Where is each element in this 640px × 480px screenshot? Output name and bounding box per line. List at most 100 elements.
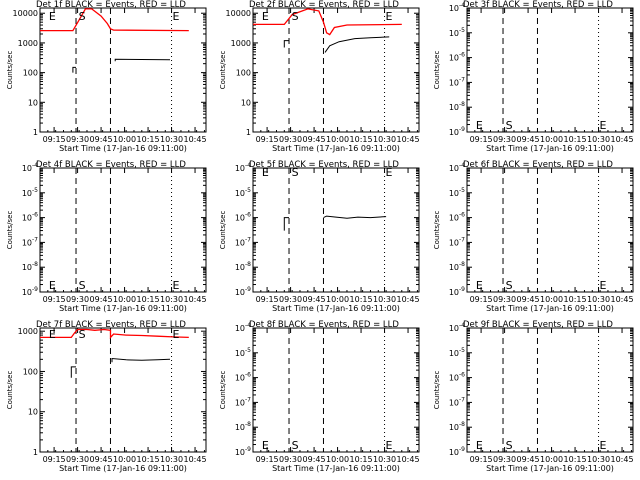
time-marker-label: E — [476, 279, 483, 292]
time-marker-label: E — [600, 439, 607, 452]
y-tick-label: 10000 — [13, 9, 38, 18]
y-tick-label: 10-9 — [449, 446, 465, 457]
y-axis-label: Counts/sec — [219, 51, 227, 90]
plot-frame — [466, 327, 634, 453]
detector-panel-9: Det 9f BLACK = Events, RED = LLD 10-9 10-8… — [433, 320, 634, 473]
x-tick-label: 10:00 — [113, 295, 136, 304]
x-tick-label: 10:00 — [540, 295, 563, 304]
y-tick-label: 10 — [28, 98, 38, 107]
y-tick-label: 10-4 — [449, 162, 465, 173]
plot-frame — [252, 327, 420, 453]
plot-frame — [39, 167, 207, 293]
x-tick-label: 10:00 — [326, 135, 349, 144]
x-tick-label: 09:15 — [43, 455, 66, 464]
y-axis-label: Counts/sec — [6, 51, 14, 90]
time-marker-label: E — [173, 328, 180, 341]
y-tick-label: 10-9 — [235, 446, 251, 457]
x-tick-label: 10:45 — [184, 135, 207, 144]
x-tick-label: 09:30 — [279, 455, 302, 464]
y-tick-label: 10-4 — [22, 162, 38, 173]
detector-panel-3: Det 3f BLACK = Events, RED = LLD 10-9 10-8… — [433, 0, 634, 153]
x-tick-label: 10:15 — [137, 295, 160, 304]
y-tick-label: 10-4 — [449, 322, 465, 333]
x-tick-label: 10:15 — [350, 295, 373, 304]
y-tick-label: 10-6 — [449, 212, 465, 223]
y-tick-label: 10-4 — [235, 162, 251, 173]
x-axis-label: Start Time (17-Jan-16 09:11:00) — [272, 304, 400, 313]
detector-panel-6: Det 6f BLACK = Events, RED = LLD 10-9 10-8… — [433, 160, 634, 313]
series-line-events — [324, 36, 390, 53]
chart-title: Det 1f BLACK = Events, RED = LLD — [36, 0, 186, 10]
x-tick-label: 10:45 — [611, 295, 634, 304]
plot-frame — [466, 167, 634, 293]
plot-frame — [252, 7, 420, 133]
time-marker-label: E — [173, 279, 180, 292]
x-tick-label: 09:15 — [470, 455, 493, 464]
series-line-events — [283, 40, 289, 48]
x-axis-label: Start Time (17-Jan-16 09:11:00) — [59, 304, 187, 313]
series-line-lld — [40, 8, 189, 32]
x-axis-label: Start Time (17-Jan-16 09:11:00) — [272, 464, 400, 473]
x-tick-label: 10:15 — [137, 135, 160, 144]
x-tick-label: 09:15 — [43, 135, 66, 144]
x-tick-label: 10:30 — [587, 455, 610, 464]
chart-title: Det 3f BLACK = Events, RED = LLD — [463, 0, 613, 10]
x-tick-label: 10:15 — [564, 295, 587, 304]
time-marker-label: E — [386, 10, 393, 23]
x-tick-label: 10:30 — [587, 135, 610, 144]
chart-title: Det 7f BLACK = Events, RED = LLD — [36, 320, 186, 330]
x-tick-label: 10:30 — [373, 135, 396, 144]
series-line-lld — [40, 328, 189, 340]
x-tick-label: 10:15 — [350, 135, 373, 144]
chart-title: Det 8f BLACK = Events, RED = LLD — [249, 320, 399, 330]
x-tick-label: 10:00 — [540, 455, 563, 464]
time-marker-label: S — [292, 10, 299, 23]
x-tick-label: 09:45 — [90, 455, 113, 464]
series-line-lld — [253, 8, 402, 36]
y-tick-label: 10-6 — [449, 52, 465, 63]
time-marker-label: E — [386, 439, 393, 452]
plot-frame — [252, 167, 420, 293]
y-tick-label: 10-8 — [235, 421, 251, 432]
y-tick-label: 10-9 — [235, 286, 251, 297]
x-tick-label: 10:00 — [326, 455, 349, 464]
x-tick-label: 10:00 — [540, 135, 563, 144]
x-tick-label: 09:45 — [517, 455, 540, 464]
chart-title: Det 4f BLACK = Events, RED = LLD — [36, 160, 186, 170]
y-tick-label: 10-8 — [22, 261, 38, 272]
y-tick-label: 10-4 — [235, 322, 251, 333]
time-marker-label: E — [49, 10, 56, 23]
y-tick-label: 10-7 — [235, 236, 251, 247]
y-axis-label: Counts/sec — [6, 211, 14, 250]
x-axis-label: Start Time (17-Jan-16 09:11:00) — [486, 304, 614, 313]
x-tick-label: 10:45 — [611, 455, 634, 464]
y-axis-label: Counts/sec — [6, 371, 14, 410]
x-tick-label: 09:45 — [517, 295, 540, 304]
y-axis-label: Counts/sec — [433, 211, 441, 250]
series-line-events — [323, 215, 387, 219]
y-tick-label: 1000 — [18, 327, 38, 336]
y-tick-label: 10-7 — [449, 396, 465, 407]
series-line-events — [114, 58, 171, 62]
x-tick-label: 09:30 — [493, 295, 516, 304]
y-tick-label: 10-7 — [449, 76, 465, 87]
y-axis-label: Counts/sec — [219, 211, 227, 250]
y-tick-label: 10-8 — [449, 421, 465, 432]
y-tick-label: 1000 — [231, 39, 251, 48]
y-tick-label: 10-7 — [235, 396, 251, 407]
x-tick-label: 10:30 — [373, 295, 396, 304]
x-tick-label: 10:45 — [397, 295, 420, 304]
y-tick-label: 100 — [23, 69, 38, 78]
y-tick-label: 10-8 — [449, 261, 465, 272]
x-axis-label: Start Time (17-Jan-16 09:11:00) — [486, 144, 614, 153]
x-tick-label: 09:30 — [66, 455, 89, 464]
time-marker-label: E — [386, 166, 393, 179]
x-tick-label: 10:15 — [137, 455, 160, 464]
y-tick-label: 1000 — [18, 39, 38, 48]
x-tick-label: 09:45 — [517, 135, 540, 144]
y-tick-label: 10 — [241, 98, 251, 107]
x-axis-label: Start Time (17-Jan-16 09:11:00) — [59, 464, 187, 473]
y-tick-label: 10 — [28, 408, 38, 417]
y-tick-label: 10-6 — [449, 372, 465, 383]
x-tick-label: 09:15 — [43, 295, 66, 304]
